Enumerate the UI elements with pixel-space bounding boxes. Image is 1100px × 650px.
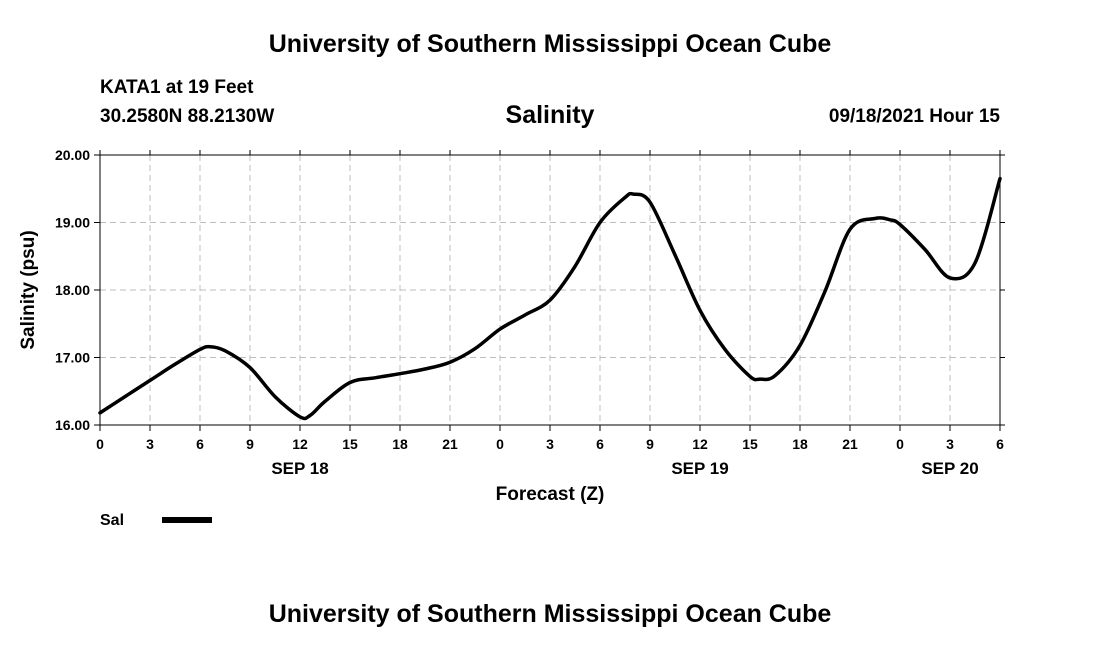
- y-tick-label: 18.00: [55, 282, 90, 298]
- y-tick-label: 19.00: [55, 215, 90, 231]
- x-tick-label: 6: [596, 436, 604, 452]
- y-tick-label: 20.00: [55, 147, 90, 163]
- x-tick-label: 0: [496, 436, 504, 452]
- legend-label: Sal: [100, 512, 124, 529]
- date-label: SEP 19: [671, 459, 728, 478]
- y-tick-label: 17.00: [55, 350, 90, 366]
- series-line-sal: [98, 176, 1002, 421]
- x-tick-label: 6: [196, 436, 204, 452]
- bottom-title: University of Southern Mississippi Ocean…: [268, 600, 832, 628]
- x-tick-label: 12: [292, 436, 308, 452]
- x-tick-label: 3: [546, 436, 554, 452]
- x-tick-label: 21: [842, 436, 858, 452]
- x-tick-label: 21: [442, 436, 458, 452]
- top-title: University of Southern Mississippi Ocean…: [268, 30, 832, 58]
- x-tick-label: 9: [246, 436, 254, 452]
- x-tick-label: 15: [742, 436, 758, 452]
- date-label: SEP 18: [271, 459, 328, 478]
- date-label: SEP 20: [921, 459, 978, 478]
- x-axis-title: Forecast (Z): [496, 484, 605, 505]
- x-tick-label: 3: [946, 436, 954, 452]
- x-tick-label: 18: [792, 436, 808, 452]
- x-tick-label: 12: [692, 436, 708, 452]
- x-tick-label: 18: [392, 436, 408, 452]
- variable-title: Salinity: [505, 101, 595, 129]
- x-tick-label: 0: [896, 436, 904, 452]
- station-label: KATA1 at 19 Feet: [100, 77, 254, 98]
- x-tick-label: 15: [342, 436, 358, 452]
- x-tick-label: 6: [996, 436, 1004, 452]
- y-axis-title: Salinity (psu): [18, 230, 39, 349]
- y-tick-label: 16.00: [55, 417, 90, 433]
- x-tick-label: 9: [646, 436, 654, 452]
- x-tick-label: 0: [96, 436, 104, 452]
- x-tick-label: 3: [146, 436, 154, 452]
- forecast-datetime: 09/18/2021 Hour 15: [828, 106, 1000, 127]
- station-coordinates: 30.2580N 88.2130W: [100, 106, 275, 127]
